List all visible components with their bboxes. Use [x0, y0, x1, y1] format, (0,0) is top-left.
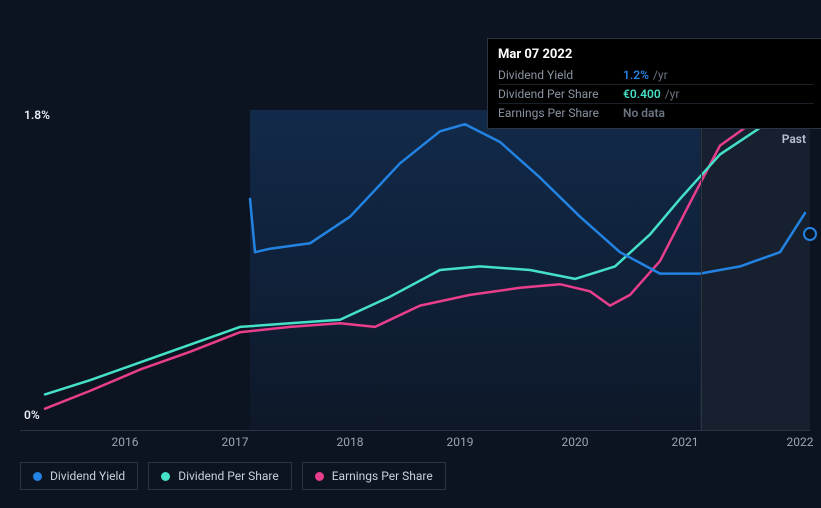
legend-dot-icon [315, 472, 324, 481]
tooltip-row-unit: /yr [665, 87, 680, 101]
xtick-2016: 2016 [112, 435, 139, 449]
chart-container: 1.8% 0% Past 201620172018201920202021202… [20, 10, 810, 450]
xtick-2021: 2021 [672, 435, 699, 449]
chart-tooltip: Mar 07 2022 Dividend Yield1.2%/yrDividen… [487, 38, 821, 129]
dividend-yield-marker [803, 227, 817, 241]
tooltip-row: Dividend Yield1.2% /yr [498, 66, 814, 84]
tooltip-row-value: €0.400 [623, 87, 661, 101]
x-axis-line [20, 430, 810, 431]
legend-dot-icon [33, 472, 42, 481]
legend-item-dividend-per-share[interactable]: Dividend Per Share [148, 462, 292, 490]
legend-label: Dividend Per Share [178, 469, 279, 483]
legend-dot-icon [161, 472, 170, 481]
tooltip-row: Earnings Per ShareNo data [498, 103, 814, 122]
tooltip-row-value: 1.2% [623, 68, 649, 82]
ytick-min: 0% [24, 408, 40, 422]
earnings-per-share-line [45, 114, 800, 409]
chart-svg [20, 110, 810, 430]
tooltip-row-label: Earnings Per Share [498, 106, 623, 120]
xtick-2017: 2017 [222, 435, 249, 449]
tooltip-row-unit: /yr [653, 68, 668, 82]
legend-item-earnings-per-share[interactable]: Earnings Per Share [302, 462, 446, 490]
tooltip-row: Dividend Per Share€0.400/yr [498, 84, 814, 103]
ytick-max: 1.8% [24, 108, 50, 122]
xtick-2020: 2020 [562, 435, 589, 449]
dividend-per-share-line [45, 119, 800, 395]
past-label: Past [782, 132, 806, 146]
legend: Dividend Yield Dividend Per Share Earnings… [20, 462, 446, 490]
xtick-2022: 2022 [787, 435, 814, 449]
dividend-yield-line [250, 124, 805, 273]
past-future-divider [701, 110, 702, 430]
tooltip-date: Mar 07 2022 [498, 47, 814, 62]
tooltip-row-value: No data [623, 106, 665, 120]
x-axis: 2016201720182019202020212022 [20, 435, 810, 455]
tooltip-row-label: Dividend Yield [498, 68, 623, 82]
xtick-2018: 2018 [337, 435, 364, 449]
xtick-2019: 2019 [447, 435, 474, 449]
legend-label: Earnings Per Share [332, 469, 433, 483]
tooltip-row-label: Dividend Per Share [498, 87, 623, 101]
legend-item-dividend-yield[interactable]: Dividend Yield [20, 462, 138, 490]
legend-label: Dividend Yield [50, 469, 125, 483]
